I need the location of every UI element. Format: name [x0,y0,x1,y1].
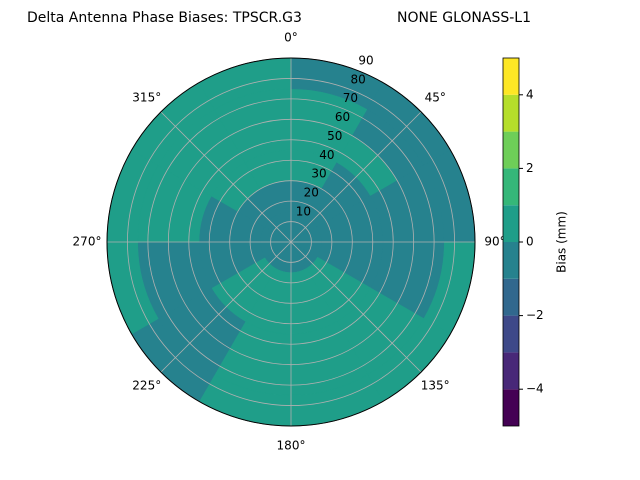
colorbar-band [503,131,519,169]
r-tick-label: 50 [327,129,342,143]
chart-subtitle: NONE GLONASS-L1 [397,10,531,26]
colorbar-band [503,94,519,132]
r-tick-label: 60 [335,110,350,124]
colorbar-tick-label: 4 [526,87,534,101]
polar-spine [106,57,476,427]
r-tick-label: 10 [296,205,311,219]
colorbar-band [503,389,519,426]
r-tick-label: 30 [311,167,326,181]
colorbar-tick-label: −4 [526,382,544,396]
r-tick-label: 20 [304,186,319,200]
theta-tick-label: 0° [284,31,298,45]
theta-tick-label: 90° [484,235,505,249]
colorbar-band [503,242,519,279]
colorbar-tick-label: 0 [526,235,534,249]
colorbar-label: Bias (mm) [555,211,569,273]
colorbar-band [503,278,519,316]
grid-spoke [290,111,422,243]
theta-tick-label: 135° [421,379,450,393]
r-tick-label: 80 [351,72,366,86]
theta-tick-label: 315° [132,90,161,104]
theta-tick-label: 225° [132,379,161,393]
chart-title: Delta Antenna Phase Biases: TPSCR.G3 [27,10,302,26]
colorbar-tick-label: −2 [526,308,544,322]
theta-tick-label: 180° [277,439,306,453]
theta-tick-label: 270° [73,235,102,249]
colorbar-band [503,58,519,95]
r-tick-label: 40 [319,148,334,162]
colorbar-band [503,315,519,353]
grid-spoke [290,241,422,373]
theta-tick-label: 45° [425,90,446,104]
colorbar-band [503,205,519,242]
grid-spoke [160,111,292,243]
grid-spoke [160,241,292,373]
colorbar-band [503,168,519,206]
r-tick-label: 70 [343,91,358,105]
colorbar-tick-label: 2 [526,161,534,175]
colorbar-band [503,352,519,390]
r-tick-label: 90 [358,53,373,67]
